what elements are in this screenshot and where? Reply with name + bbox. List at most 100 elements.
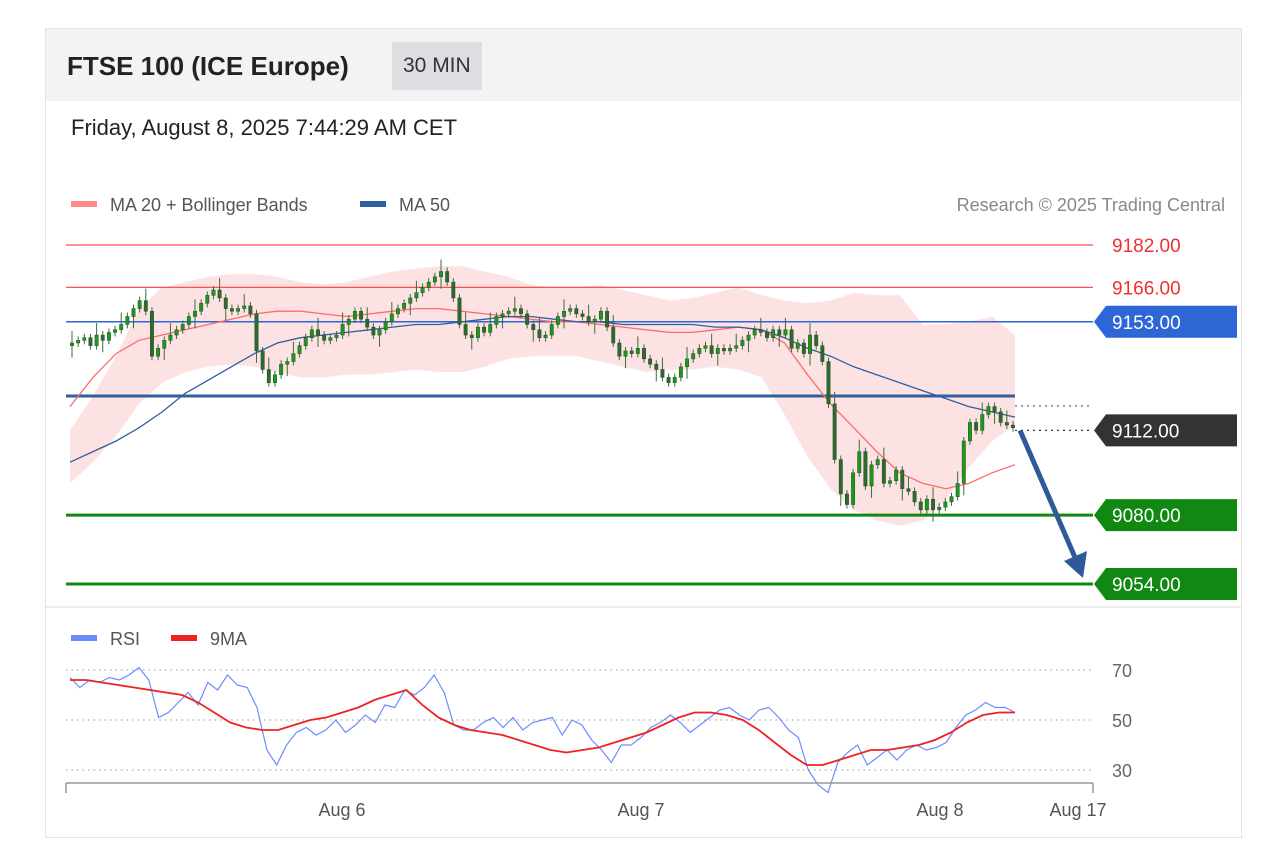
candle-up bbox=[389, 313, 394, 323]
candle-down bbox=[906, 488, 911, 492]
candle-up bbox=[156, 348, 161, 357]
candle-up bbox=[180, 324, 185, 330]
candle-up bbox=[740, 340, 745, 346]
rsi-ma-legend-label: 9MA bbox=[210, 629, 247, 649]
candle-up bbox=[961, 440, 966, 484]
time-axis-tick-label: Aug 17 bbox=[1049, 800, 1106, 820]
candle-up bbox=[119, 324, 124, 330]
candle-up bbox=[125, 316, 130, 325]
candle-down bbox=[537, 329, 542, 338]
candle-up bbox=[715, 348, 720, 354]
candle-down bbox=[260, 350, 265, 370]
candle-down bbox=[998, 411, 1003, 423]
candle-up bbox=[512, 308, 517, 312]
candle-up bbox=[193, 310, 197, 317]
candle-down bbox=[974, 422, 979, 431]
candle-up bbox=[113, 329, 117, 333]
candle-up bbox=[420, 287, 425, 293]
candle-down bbox=[789, 329, 794, 349]
candle-up bbox=[439, 271, 443, 278]
candle-down bbox=[482, 326, 487, 333]
candle-down bbox=[100, 334, 105, 341]
candle-up bbox=[309, 329, 314, 338]
candle-down bbox=[900, 469, 905, 489]
timeframe-badge[interactable]: 30 MIN bbox=[392, 42, 482, 90]
instrument-title: FTSE 100 (ICE Europe) bbox=[67, 51, 349, 81]
last-level-label: 9112.00 bbox=[1112, 421, 1179, 442]
candle-down bbox=[580, 313, 585, 317]
candle-down bbox=[931, 499, 935, 511]
ma20-line bbox=[69, 307, 1016, 490]
time-axis-tick-label: Aug 7 bbox=[617, 800, 664, 820]
candle-up bbox=[894, 469, 899, 481]
candle-down bbox=[666, 377, 671, 383]
candle-up bbox=[746, 334, 751, 341]
candle-up bbox=[937, 506, 942, 511]
time-axis: Aug 6 Aug 7 Aug 8 Aug 17 bbox=[65, 782, 1107, 820]
candle-up bbox=[808, 334, 812, 354]
candle-down bbox=[845, 493, 849, 505]
rsi-legend-swatch bbox=[71, 635, 97, 641]
candle-down bbox=[654, 363, 659, 370]
candle-down bbox=[758, 329, 763, 333]
candle-up bbox=[488, 324, 493, 333]
candle-down bbox=[519, 308, 523, 315]
support-level-label: 9080.00 bbox=[1112, 506, 1181, 527]
candle-up bbox=[506, 310, 511, 315]
last-level-tag bbox=[1094, 414, 1237, 447]
candle-up bbox=[685, 358, 689, 368]
candle-down bbox=[223, 297, 228, 309]
ma20-legend-label: MA 20 + Bollinger Bands bbox=[110, 195, 308, 215]
candle-up bbox=[334, 334, 339, 338]
candle-down bbox=[88, 337, 93, 346]
rsi-tick-label: 70 bbox=[1112, 661, 1132, 681]
candle-up bbox=[869, 464, 874, 487]
candle-up bbox=[888, 480, 892, 484]
candle-up bbox=[168, 334, 173, 341]
ma20-legend-swatch bbox=[71, 201, 97, 207]
candle-up bbox=[186, 316, 191, 325]
candle-up bbox=[76, 340, 81, 344]
candle-down bbox=[777, 329, 782, 336]
candle-down bbox=[721, 348, 726, 352]
chart-card: FTSE 100 (ICE Europe) 30 MIN Friday, Aug… bbox=[45, 28, 1242, 838]
candle-up bbox=[242, 305, 247, 309]
candle-down bbox=[150, 310, 154, 357]
candle-down bbox=[451, 281, 456, 299]
candle-down bbox=[445, 271, 450, 283]
candle-down bbox=[531, 324, 536, 330]
candle-down bbox=[881, 459, 886, 484]
candle-up bbox=[205, 295, 210, 304]
candle-up bbox=[131, 308, 136, 317]
candle-up bbox=[734, 345, 739, 349]
candle-down bbox=[254, 313, 259, 352]
candle-up bbox=[500, 313, 505, 317]
candle-up bbox=[635, 348, 640, 354]
candle-up bbox=[783, 329, 788, 336]
candle-up bbox=[432, 276, 437, 283]
candle-up bbox=[857, 451, 862, 474]
candle-down bbox=[801, 342, 806, 354]
time-axis-tick-label: Aug 8 bbox=[916, 800, 963, 820]
candle-down bbox=[912, 491, 917, 503]
candle-up bbox=[328, 337, 333, 341]
candle-up bbox=[697, 348, 702, 354]
rsi-ma-legend-swatch bbox=[171, 635, 197, 641]
candle-up bbox=[771, 329, 776, 338]
candle-up bbox=[273, 374, 277, 383]
candle-up bbox=[137, 300, 142, 309]
candle-up bbox=[691, 353, 696, 360]
candle-down bbox=[359, 310, 364, 320]
candle-up bbox=[402, 303, 407, 309]
candle-down bbox=[371, 326, 376, 336]
ma50-legend-swatch bbox=[360, 201, 386, 207]
candle-down bbox=[574, 308, 579, 315]
candle-up bbox=[494, 316, 499, 325]
candle-down bbox=[629, 350, 634, 354]
candle-up bbox=[383, 321, 388, 330]
candle-up bbox=[598, 310, 603, 320]
candle-down bbox=[586, 316, 591, 323]
copyright-text: Research © 2025 Trading Central bbox=[957, 195, 1225, 215]
candle-down bbox=[143, 300, 148, 312]
candle-up bbox=[414, 292, 419, 299]
